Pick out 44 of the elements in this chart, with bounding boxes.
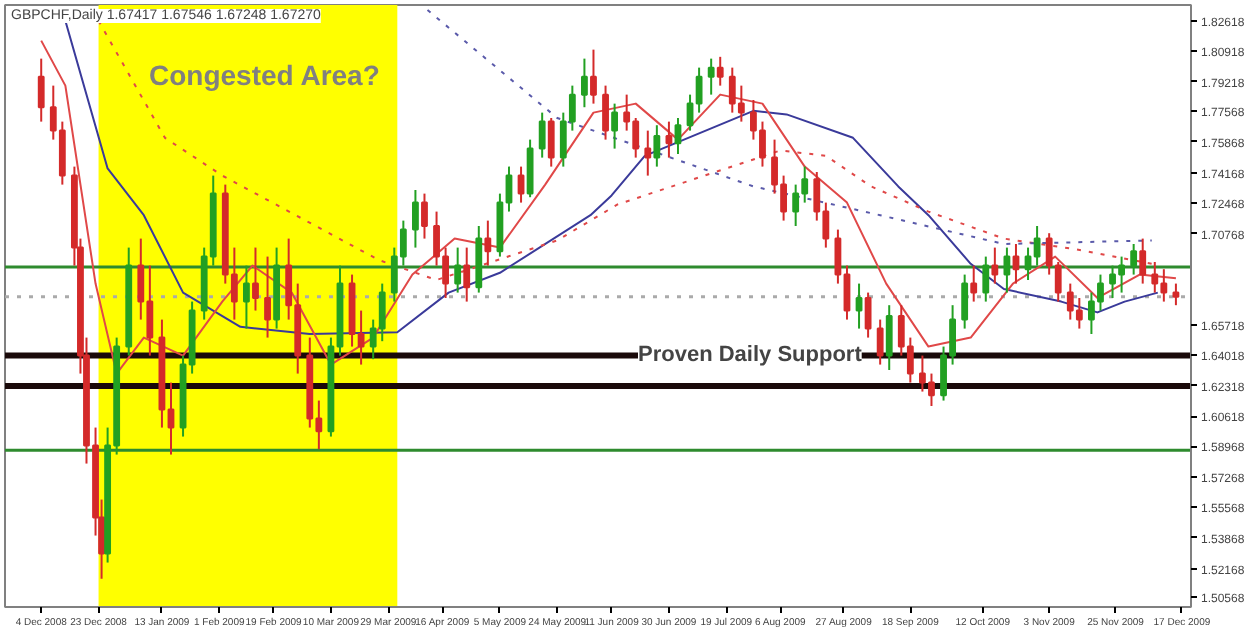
candlestick <box>737 84 745 123</box>
line-series <box>426 9 1153 245</box>
candlestick <box>653 124 661 168</box>
candlestick <box>581 57 588 109</box>
candlestick <box>982 255 990 303</box>
candlestick <box>674 117 682 156</box>
candlestick <box>665 120 673 159</box>
candlestick <box>538 111 546 159</box>
candlestick <box>243 264 250 330</box>
candlestick <box>644 129 652 177</box>
candlestick <box>1003 246 1011 294</box>
candlestick <box>421 192 428 240</box>
candlestick <box>864 291 872 339</box>
candlestick <box>970 264 978 303</box>
candlestick <box>1151 261 1159 294</box>
candlestick <box>855 282 863 330</box>
candlestick <box>412 189 419 249</box>
candlestick <box>1130 243 1138 276</box>
candlestick <box>961 273 969 330</box>
candlestick <box>1075 296 1083 330</box>
candlestick <box>716 55 724 87</box>
ref-line-label: Proven Daily Support <box>638 343 863 368</box>
candlestick <box>454 246 462 294</box>
candlestick <box>526 138 534 199</box>
candlestick <box>876 318 884 366</box>
candlestick <box>602 84 609 141</box>
candlestick <box>991 246 999 285</box>
candlestick <box>792 183 800 227</box>
candlestick <box>1033 225 1041 267</box>
candlestick <box>885 304 893 371</box>
line-series <box>64 19 1159 335</box>
annotation: Congested Area? <box>149 59 380 91</box>
candlestick <box>484 219 492 267</box>
candlestick <box>611 102 619 150</box>
candlestick <box>37 57 45 123</box>
candlestick <box>264 255 271 339</box>
candlestick <box>1172 282 1180 307</box>
candlestick <box>252 246 259 312</box>
candlestick <box>707 57 715 96</box>
candlestick <box>547 117 555 168</box>
candlestick <box>463 246 471 303</box>
candlestick <box>378 282 386 343</box>
candlestick <box>1139 237 1147 285</box>
candlestick <box>590 48 597 105</box>
